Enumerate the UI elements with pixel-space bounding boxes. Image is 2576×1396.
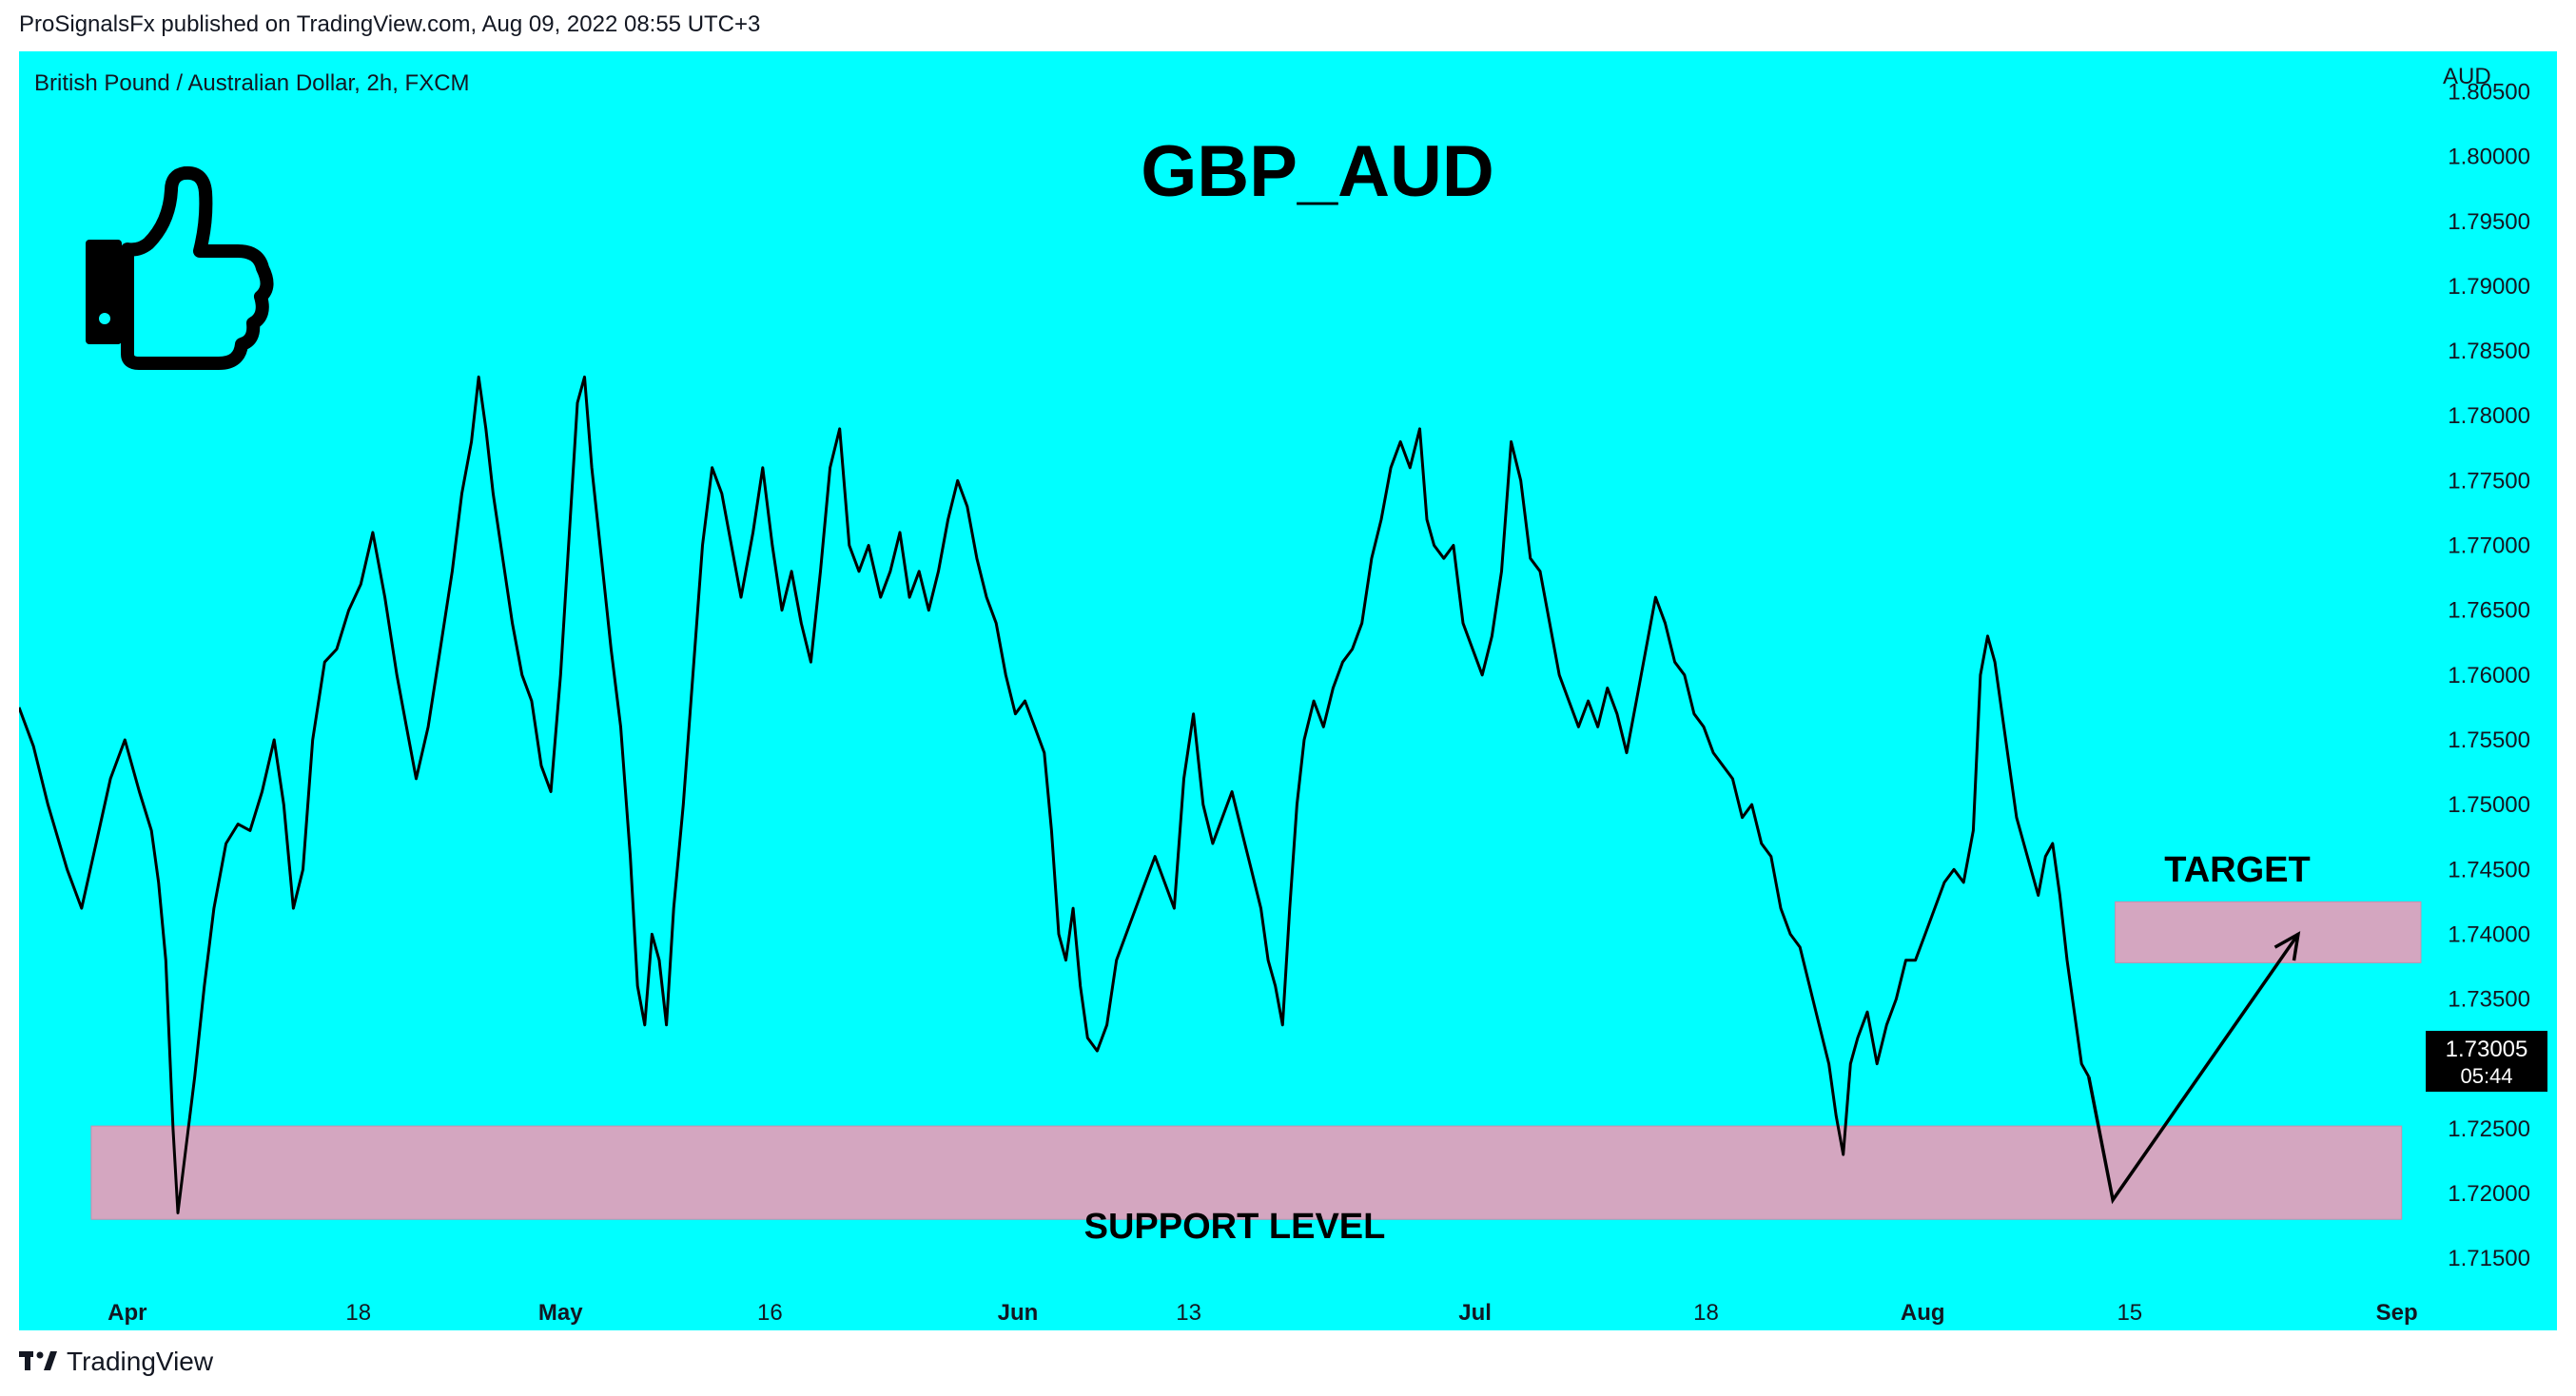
y-tick-label: 1.80500: [2448, 80, 2530, 106]
price-layer: [19, 375, 2301, 1214]
y-tick-label: 1.72500: [2448, 1116, 2530, 1142]
y-tick-label: 1.73500: [2448, 987, 2530, 1013]
y-tick-label: 1.78000: [2448, 403, 2530, 429]
x-tick-label: May: [538, 1300, 583, 1326]
y-tick-label: 1.80000: [2448, 145, 2530, 170]
x-tick-label: 18: [345, 1300, 371, 1326]
x-axis: Apr 18 May 16 Jun 13 Jul 18 Aug 15 Sep: [107, 1300, 2417, 1326]
publish-header: ProSignalsFx published on TradingView.co…: [19, 11, 761, 37]
target-label: TARGET: [2164, 850, 2310, 890]
y-tick-label: 1.75500: [2448, 727, 2530, 753]
support-zone: [90, 1125, 2403, 1220]
chart-svg[interactable]: 1.80500 1.80000 1.79500 1.79000 1.78500 1.780…: [19, 51, 2557, 1330]
y-tick-label: 1.79000: [2448, 274, 2530, 300]
y-axis: 1.80500 1.80000 1.79500 1.79000 1.78500 1.780…: [2448, 80, 2530, 1272]
last-price-label: 1.73005 05:44: [2426, 1031, 2547, 1092]
last-price-countdown: 05:44: [2460, 1064, 2512, 1088]
chart-title: GBP_AUD: [1141, 131, 1494, 212]
y-tick-label: 1.72000: [2448, 1181, 2530, 1207]
tradingview-logo-icon: [19, 1351, 57, 1370]
x-tick-label: 16: [757, 1300, 783, 1326]
x-tick-label: 18: [1693, 1300, 1719, 1326]
x-tick-label: Jul: [1458, 1300, 1492, 1326]
x-tick-label: Aug: [1901, 1300, 1945, 1326]
support-level-label: SUPPORT LEVEL: [1084, 1207, 1386, 1247]
projection-path: [2087, 933, 2300, 1205]
x-tick-label: 15: [2117, 1300, 2142, 1326]
y-tick-label: 1.71500: [2448, 1246, 2530, 1271]
y-tick-label: 1.77500: [2448, 468, 2530, 494]
projection-arrowhead: [2274, 931, 2301, 961]
y-tick-label: 1.78500: [2448, 339, 2530, 364]
y-tick-label: 1.76000: [2448, 663, 2530, 688]
chart-area[interactable]: 1.80500 1.80000 1.79500 1.79000 1.78500 1.780…: [19, 51, 2557, 1330]
symbol-label: British Pound / Australian Dollar, 2h, F…: [34, 70, 470, 96]
y-tick-label: 1.77000: [2448, 533, 2530, 559]
currency-label: AUD: [2443, 64, 2491, 89]
x-tick-label: 13: [1176, 1300, 1201, 1326]
y-tick-label: 1.76500: [2448, 598, 2530, 624]
x-tick-label: Apr: [107, 1300, 146, 1326]
x-tick-label: Sep: [2376, 1300, 2418, 1326]
target-zone: [2115, 901, 2422, 963]
y-tick-label: 1.75000: [2448, 792, 2530, 818]
zones-layer: [90, 901, 2422, 1220]
y-tick-label: 1.74500: [2448, 857, 2530, 882]
last-price-value: 1.73005: [2446, 1037, 2528, 1062]
y-tick-label: 1.79500: [2448, 209, 2530, 235]
x-tick-label: Jun: [998, 1300, 1039, 1326]
tradingview-brand: TradingView: [67, 1347, 214, 1376]
thumbs-up-icon: [86, 165, 274, 370]
price-series: [19, 375, 2091, 1214]
y-tick-label: 1.74000: [2448, 921, 2530, 947]
footer: TradingView: [19, 1345, 213, 1379]
